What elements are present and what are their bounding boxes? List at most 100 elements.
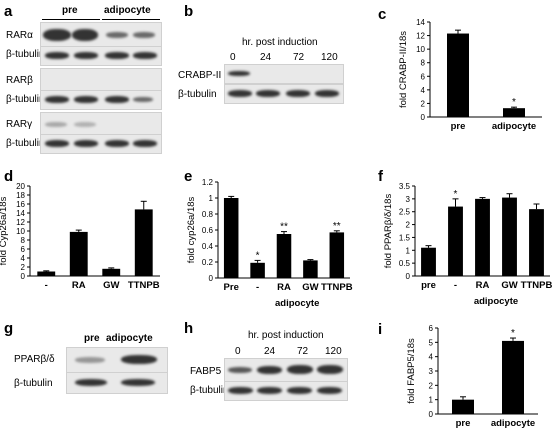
panel-b-row-label-tubulin: β-tubulin: [178, 89, 217, 100]
chart-e-category-label: RA: [277, 282, 291, 293]
panel-a-blot-tubulin-3: [40, 134, 162, 154]
panel-b-header: hr. post induction: [242, 37, 318, 48]
chart-f-ytick-label: 1.5: [399, 233, 411, 242]
chart-f-bar: [475, 198, 490, 276]
chart-d-ytick-label: 4: [21, 254, 26, 263]
chart-d-ylabel: fold Cyp26a/18s: [0, 196, 9, 265]
chart-f-ytick-label: 3.5: [399, 182, 411, 191]
chart-e-group-label: adipocyte: [275, 298, 319, 309]
chart-i-category-label: adipocyte: [491, 418, 535, 429]
chart-e-ytick-label: 0.8: [202, 210, 214, 219]
chart-d-bar: [37, 271, 56, 276]
chart-e-category-label: GW: [302, 282, 318, 293]
panel-h-time-24: 24: [264, 346, 276, 357]
chart-i-ytick-label: 4: [429, 353, 434, 362]
panel-a-row-label-tubulin-1: β-tubulin: [6, 49, 45, 60]
chart-i-ytick-label: 1: [429, 396, 434, 405]
chart-d-category-label: GW: [103, 280, 119, 291]
chart-d-ytick-label: 20: [16, 182, 25, 191]
chart-e-ytick-label: 1: [209, 194, 214, 203]
panel-d-letter: d: [4, 168, 13, 185]
panel-a-row-label-tubulin-2: β-tubulin: [6, 94, 45, 105]
chart-e-bar: [250, 262, 265, 278]
panel-a-row-label-tubulin-3: β-tubulin: [6, 138, 45, 149]
chart-f-ytick-label: 2: [406, 221, 411, 230]
chart-d-category-label: TTNPB: [128, 280, 160, 291]
panel-h-blot-tubulin: [224, 381, 348, 401]
panel-h-row-label-fabp5: FABP5: [190, 366, 222, 377]
panel-b-blot-crabp: [224, 64, 344, 84]
chart-f-category-label: pre: [421, 280, 436, 291]
panel-a-group-adipocyte-line: [102, 19, 160, 20]
chart-c-category-label: pre: [451, 121, 466, 132]
chart-i-ytick-label: 2: [429, 381, 434, 390]
chart-e-sig-mark: **: [333, 221, 341, 232]
panel-h-time-0: 0: [235, 346, 241, 357]
chart-i-bar: [452, 399, 474, 414]
chart-e-ytick-label: 0.2: [202, 258, 214, 267]
panel-a-blot-rar-alpha: [40, 22, 162, 48]
panel-i-letter: i: [378, 321, 382, 338]
chart-d-ytick-label: 12: [16, 218, 25, 227]
chart-f-ytick-label: 0: [406, 272, 411, 281]
panel-b-time-0: 0: [230, 52, 236, 63]
panel-b-time-72: 72: [293, 52, 305, 63]
panel-h-time-72: 72: [297, 346, 309, 357]
panel-a-group-pre-line: [42, 19, 100, 20]
chart-d-ytick-label: 2: [21, 263, 26, 272]
panel-h-header: hr. post induction: [248, 330, 324, 341]
chart-f-category-label: GW: [501, 280, 517, 291]
chart-e-bar: [276, 234, 292, 278]
chart-f-ytick-label: 1: [406, 246, 411, 255]
chart-f-ylabel: fold PPARβ/δ/18s: [383, 194, 394, 269]
chart-d-bar: [102, 268, 121, 276]
panel-h-letter: h: [184, 320, 194, 337]
chart-e-sig-mark: **: [280, 222, 288, 233]
chart-f-category-label: -: [454, 280, 457, 291]
chart-d-ytick-label: 16: [16, 200, 25, 209]
chart-d-category-label: -: [45, 280, 48, 291]
panel-h-row-label-tubulin: β-tubulin: [190, 385, 229, 396]
panel-g-letter: g: [4, 320, 14, 337]
panel-a-blot-rar-gamma: [40, 112, 162, 136]
chart-d-ytick-label: 0: [21, 272, 26, 281]
chart-e-bar: [303, 260, 318, 278]
chart-c-sig-mark: *: [512, 97, 516, 108]
chart-i-ytick-label: 6: [429, 324, 434, 333]
chart-d-ytick-label: 14: [16, 209, 25, 218]
chart-f-ytick-label: 3: [406, 195, 411, 204]
panel-g-row-label-ppar: PPARβ/δ: [14, 354, 55, 365]
chart-f-category-label: TTNPB: [521, 280, 553, 291]
panel-a-row-label-rar-alpha: RARα: [6, 30, 33, 41]
panel-b-letter: b: [184, 3, 194, 20]
panel-a-letter: a: [4, 3, 13, 20]
panel-a-blot-tubulin-1: [40, 46, 162, 66]
chart-e-ytick-label: 0.4: [202, 242, 214, 251]
panel-a-blot-tubulin-2: [40, 90, 162, 110]
chart-e-category-label: -: [256, 282, 259, 293]
panel-b-row-label-crabp: CRABP-II: [178, 70, 222, 81]
chart-c-category-label: adipocyte: [492, 121, 536, 132]
chart-f-bar: [529, 209, 544, 276]
chart-i-ytick-label: 0: [429, 410, 434, 419]
chart-i-ytick-label: 5: [429, 338, 434, 347]
panel-h-time-120: 120: [325, 346, 342, 357]
panel-g-group-adipocyte: adipocyte: [106, 333, 153, 344]
chart-f-sig-mark: *: [454, 189, 458, 200]
panel-g-blot-tubulin: [66, 372, 168, 394]
chart-c-ytick-label: 10: [416, 45, 425, 54]
panel-g-row-label-tubulin: β-tubulin: [14, 378, 53, 389]
chart-c-ytick-label: 0: [421, 113, 426, 122]
chart-c-ytick-label: 4: [421, 86, 426, 95]
chart-f-bar: [448, 206, 463, 276]
chart-f-ytick-label: 2.5: [399, 208, 411, 217]
chart-c-ytick-label: 14: [416, 18, 425, 27]
chart-i-ytick-label: 3: [429, 367, 434, 376]
chart-d-ytick-label: 8: [21, 236, 26, 245]
chart-d-ytick-label: 6: [21, 245, 26, 254]
chart-c-ytick-label: 8: [421, 59, 426, 68]
chart-d-category-label: RA: [72, 280, 86, 291]
chart-i-category-label: pre: [456, 418, 471, 429]
chart-d-bar: [69, 231, 88, 276]
chart-e-ylabel: fold cyp26a/18s: [186, 196, 197, 263]
